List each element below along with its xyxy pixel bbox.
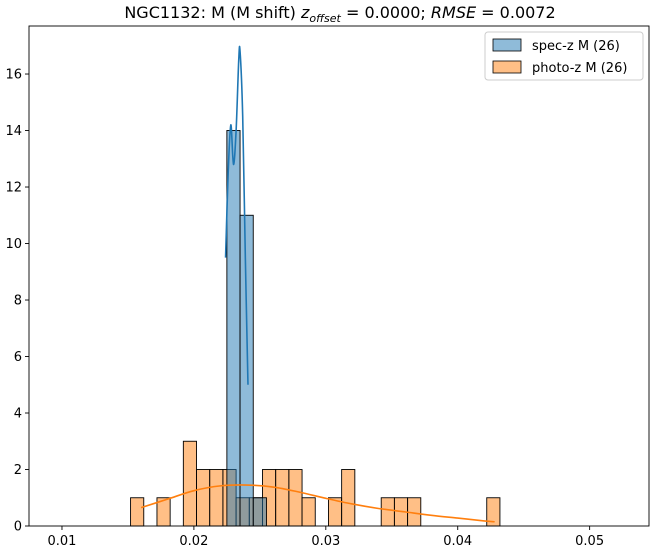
legend-swatch-spec-z — [492, 38, 522, 52]
title-z-sub: offset — [309, 12, 341, 25]
axes-layer: 0.01 0.02 0.03 0.04 0.05 0 2 4 6 8 10 12 14 16 — [5, 25, 650, 549]
y-tick-label: 14 — [5, 124, 22, 139]
x-tick-label: 0.02 — [179, 534, 208, 549]
bars-layer — [130, 130, 501, 527]
title-prefix: NGC1132: M (M shift) — [124, 3, 301, 22]
y-tick-label: 16 — [5, 68, 22, 83]
y-tick-label: 4 — [14, 407, 22, 422]
photo-z-bar-10 — [288, 469, 303, 527]
y-tick-label: 6 — [14, 350, 22, 365]
x-tick-label: 0.05 — [575, 534, 604, 549]
spec-z-bar-1 — [239, 214, 254, 527]
y-tick-label: 10 — [5, 237, 22, 252]
y-tick-label: 12 — [5, 181, 22, 196]
spec-z-kde-line — [224, 45, 249, 385]
y-tick-label: 0 — [14, 520, 22, 535]
photo-z-kde-line — [140, 484, 495, 523]
legend-box — [484, 31, 644, 81]
kde-layer — [140, 45, 495, 523]
y-tick-label: 8 — [14, 294, 22, 309]
photo-z-bar-0 — [130, 497, 145, 527]
x-tick-label: 0.01 — [48, 534, 77, 549]
title-rmse-var: RMSE — [431, 3, 477, 22]
title-z-val: = 0.0000; — [341, 3, 431, 22]
chart-title: NGC1132: M (M shift) zoffset = 0.0000; R… — [124, 3, 555, 25]
photo-z-bar-2 — [182, 440, 197, 527]
spec-z-bar-2 — [252, 497, 267, 527]
legend-swatch-photo-z — [492, 60, 522, 74]
photo-z-bar-11 — [301, 497, 316, 527]
plot-frame — [28, 25, 650, 527]
x-tick-label: 0.04 — [443, 534, 472, 549]
x-tick-label: 0.03 — [311, 534, 340, 549]
photo-z-bar-9 — [275, 469, 290, 527]
legend: spec-z M (26) photo-z M (26) — [484, 31, 644, 81]
photo-z-bar-14 — [380, 497, 395, 527]
y-tick-label: 2 — [14, 463, 22, 478]
title-z-var: z — [300, 3, 310, 22]
spec-z-bar-0 — [226, 130, 241, 527]
legend-label-spec-z: spec-z M (26) — [532, 39, 620, 54]
photo-z-bar-13 — [341, 469, 356, 527]
title-rmse-val: = 0.0072 — [476, 3, 556, 22]
legend-label-photo-z: photo-z M (26) — [532, 61, 627, 76]
photo-z-bar-3 — [196, 469, 211, 527]
photo-z-bar-4 — [209, 469, 224, 527]
